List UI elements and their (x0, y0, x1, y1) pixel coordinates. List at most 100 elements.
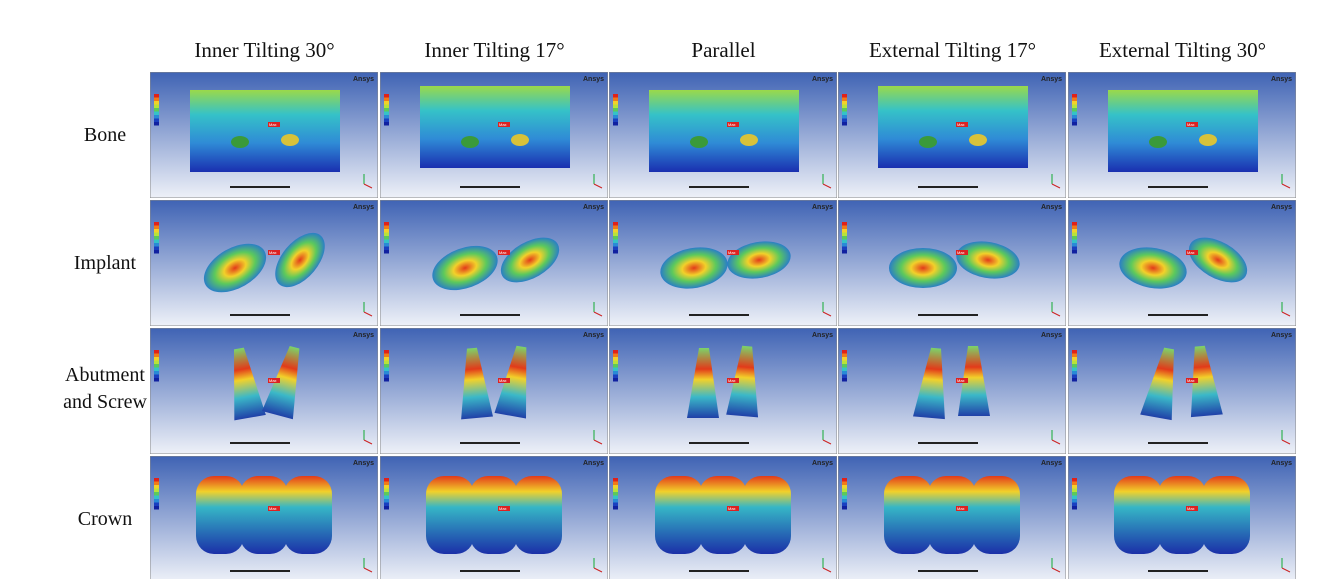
legend-swatch (842, 243, 847, 247)
legend-swatch (154, 236, 159, 240)
legend-swatch (1072, 361, 1077, 365)
legend-swatch (613, 478, 618, 482)
legend-swatch (154, 371, 159, 375)
brand: Ansys (583, 460, 604, 467)
legend-swatch (1072, 506, 1077, 510)
crown (514, 476, 562, 554)
legend-swatch (842, 94, 847, 98)
fea-render: MaxAnsys (380, 328, 608, 454)
legend-swatch (613, 489, 618, 493)
legend-swatch (384, 357, 389, 361)
legend-swatch (1072, 354, 1077, 358)
figure: Inner Tilting 30°Inner Tilting 17°Parall… (0, 0, 1318, 579)
max-label: Max (499, 250, 507, 255)
legend-swatch (1072, 371, 1077, 375)
legend-swatch (154, 229, 159, 233)
scale-bar (230, 186, 290, 188)
scale-bar (1148, 314, 1208, 316)
legend-swatch (384, 94, 389, 98)
fea-render: MaxAnsys (1068, 200, 1296, 326)
background (380, 328, 608, 454)
fea-render: MaxAnsys (1068, 456, 1296, 579)
legend-swatch (613, 98, 618, 102)
legend-swatch (384, 485, 389, 489)
legend-swatch (154, 368, 159, 372)
implant-hole (231, 136, 249, 148)
legend-swatch (384, 482, 389, 486)
legend-swatch (613, 247, 618, 251)
scale-bar (460, 314, 520, 316)
legend-swatch (1072, 357, 1077, 361)
legend-swatch (613, 112, 618, 116)
legend-swatch (613, 243, 618, 247)
legend-swatch (613, 350, 618, 354)
legend-swatch (842, 350, 847, 354)
scale-bar (689, 186, 749, 188)
legend-swatch (613, 122, 618, 126)
legend-swatch (1072, 115, 1077, 119)
legend-swatch (1072, 236, 1077, 240)
bone-block (1108, 90, 1258, 172)
column-header: External Tilting 30° (1068, 38, 1297, 63)
legend-swatch (842, 485, 847, 489)
fea-render: MaxAnsys (380, 200, 608, 326)
legend-swatch (613, 101, 618, 105)
legend-swatch (842, 368, 847, 372)
legend-swatch (154, 105, 159, 109)
legend-swatch (613, 250, 618, 254)
implant-hole (461, 136, 479, 148)
max-label: Max (957, 378, 965, 383)
brand: Ansys (353, 332, 374, 339)
brand: Ansys (353, 460, 374, 467)
implant-hole (919, 136, 937, 148)
legend-swatch (1072, 247, 1077, 251)
legend-swatch (1072, 485, 1077, 489)
legend-swatch (154, 350, 159, 354)
fea-render: MaxAnsys (380, 456, 608, 579)
legend-swatch (384, 489, 389, 493)
legend-swatch (842, 354, 847, 358)
legend-swatch (154, 357, 159, 361)
scale-bar (460, 186, 520, 188)
legend-swatch (384, 478, 389, 482)
legend-swatch (842, 122, 847, 126)
fea-render: MaxAnsys (1068, 328, 1296, 454)
brand: Ansys (1271, 332, 1292, 339)
legend-swatch (384, 122, 389, 126)
implant (889, 248, 957, 288)
crown (470, 476, 518, 554)
crown (1114, 476, 1162, 554)
legend-swatch (613, 364, 618, 368)
bone-block (190, 90, 340, 172)
crown (655, 476, 703, 554)
legend-swatch (1072, 98, 1077, 102)
max-label: Max (728, 250, 736, 255)
legend-swatch (384, 368, 389, 372)
legend-swatch (842, 233, 847, 237)
background (150, 328, 378, 454)
legend-swatch (842, 492, 847, 496)
max-label: Max (1187, 122, 1195, 127)
scale-bar (918, 570, 978, 572)
legend-swatch (842, 478, 847, 482)
legend-swatch (613, 233, 618, 237)
brand: Ansys (812, 76, 833, 83)
legend-swatch (842, 108, 847, 112)
legend-swatch (1072, 503, 1077, 507)
legend-swatch (154, 250, 159, 254)
legend-swatch (842, 226, 847, 230)
legend-swatch (613, 485, 618, 489)
max-label: Max (1187, 250, 1195, 255)
legend-swatch (1072, 226, 1077, 230)
crown (240, 476, 288, 554)
legend-swatch (1072, 496, 1077, 500)
legend-swatch (154, 354, 159, 358)
legend-swatch (154, 247, 159, 251)
legend-swatch (154, 503, 159, 507)
